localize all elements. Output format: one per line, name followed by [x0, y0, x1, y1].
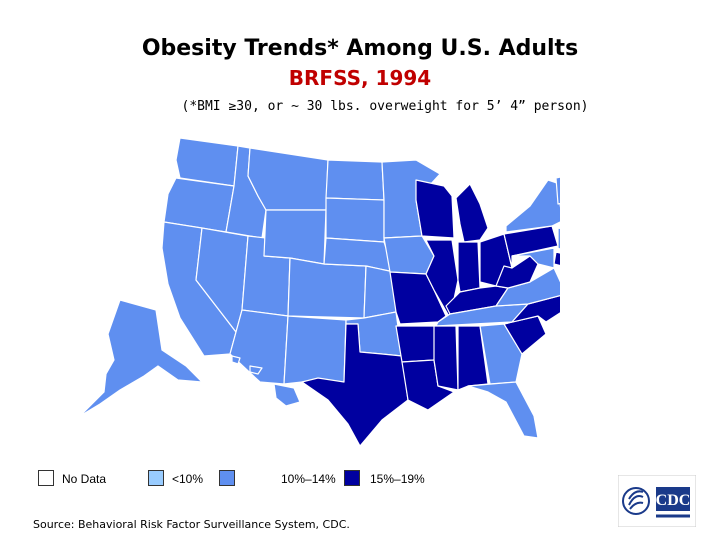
map-subtitle: BRFSS, 1994 [288, 66, 432, 90]
source-note: Source: Behavioral Risk Factor Surveilla… [33, 518, 350, 531]
legend-label-no-data: No Data [62, 472, 107, 486]
us-map [79, 137, 560, 447]
legend-swatch-lt10 [148, 470, 164, 486]
state-colorado [287, 257, 367, 319]
state-georgia [479, 323, 523, 385]
state-wisconsin [415, 179, 455, 239]
legend-swatch-10-14 [219, 470, 235, 486]
bmi-footnote: (*BMI ≥30, or ~ 30 lbs. overweight for 5… [181, 99, 589, 114]
state-west-virginia [495, 255, 539, 289]
state-texas [301, 323, 409, 447]
legend-label-15-19: 15%–19% [370, 472, 425, 486]
map-title: Obesity Trends* Among U.S. Adults [141, 36, 579, 61]
state-hawaii [231, 355, 301, 407]
legend-swatch-no-data [38, 470, 54, 486]
state-north-dakota [325, 159, 385, 201]
state-illinois [425, 239, 459, 319]
cdc-logo: CDC [618, 475, 696, 527]
state-arkansas [395, 325, 437, 363]
state-mississippi [433, 325, 459, 391]
legend-label-10-14: 10%–14% [281, 472, 336, 486]
state-new-york [505, 179, 560, 233]
state-delaware [553, 251, 560, 267]
state-new-mexico [283, 315, 347, 385]
state-florida [467, 381, 539, 439]
state-alaska [79, 299, 203, 417]
cdc-logo-text: CDC [656, 492, 691, 509]
cdc-logo-box [656, 487, 690, 511]
state-new-jersey [557, 227, 560, 250]
hhs-eagle-icon [622, 487, 650, 515]
state-wyoming [263, 209, 327, 265]
state-michigan [455, 183, 489, 243]
state-vermont [555, 176, 560, 205]
state-maryland [511, 247, 555, 269]
legend-swatch-15-19 [344, 470, 360, 486]
state-montana [247, 147, 329, 211]
legend-label-lt10: <10% [172, 472, 204, 486]
state-indiana [457, 241, 481, 293]
state-south-dakota [325, 197, 385, 243]
